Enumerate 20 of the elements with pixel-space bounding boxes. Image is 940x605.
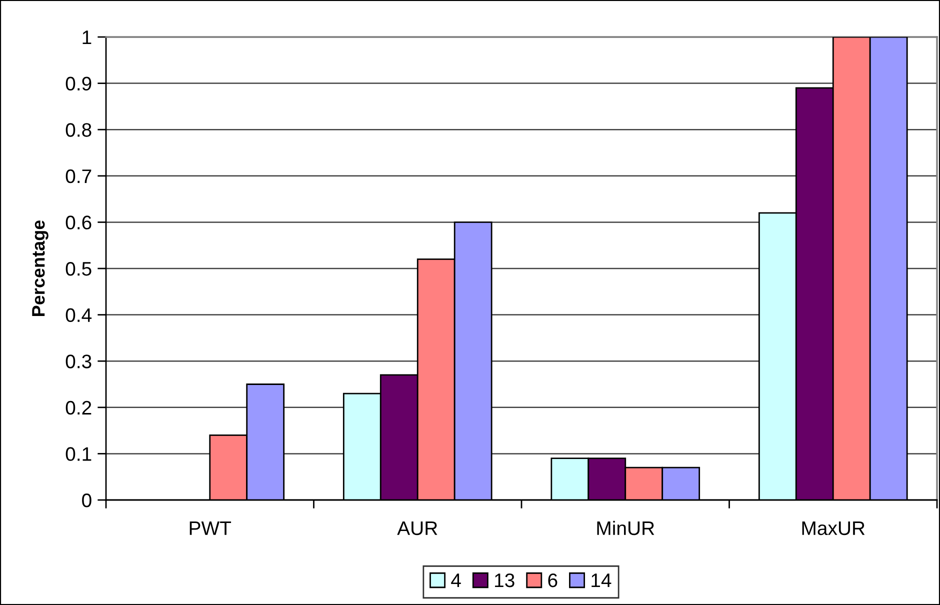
y-tick-label: 0.1	[66, 447, 92, 461]
legend-label: 13	[495, 573, 514, 588]
x-tick-label: PWT	[190, 522, 232, 535]
y-tick-label: 0.8	[66, 123, 92, 137]
x-tick-label: AUR	[397, 522, 438, 536]
x-tick-label: MinUR	[597, 520, 654, 536]
y-tick-label: 0.5	[66, 262, 92, 276]
legend-label: 4	[451, 574, 461, 588]
y-tick-label: 0	[82, 493, 92, 508]
y-tick-label: 0.9	[66, 76, 92, 91]
y-axis-title: Percentage	[32, 220, 48, 316]
y-tick-label: 1	[82, 30, 92, 44]
legend-label: 6	[548, 573, 558, 588]
y-tick-label: 0.4	[66, 308, 92, 322]
legend-label: 14	[592, 574, 612, 588]
y-tick-label: 0.3	[66, 354, 92, 368]
y-tick-label: 0.7	[66, 169, 92, 184]
x-tick-label: MaxUR	[802, 522, 865, 536]
y-tick-label: 0.6	[66, 216, 92, 230]
y-tick-label: 0.2	[66, 400, 92, 415]
